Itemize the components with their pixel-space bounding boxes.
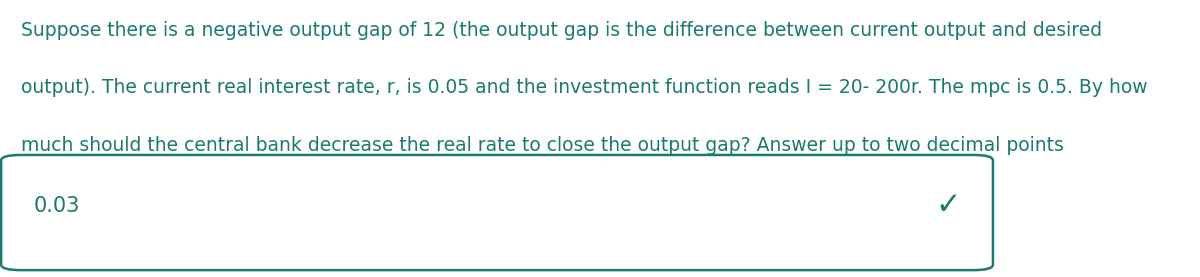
Text: much should the central bank decrease the real rate to close the output gap? Ans: much should the central bank decrease th…	[20, 136, 1063, 155]
Text: Suppose there is a negative output gap of 12 (the output gap is the difference b: Suppose there is a negative output gap o…	[20, 20, 1102, 40]
Text: 0.03: 0.03	[34, 196, 80, 216]
Text: ✓: ✓	[935, 191, 960, 220]
Text: output). The current real interest rate, r, is 0.05 and the investment function : output). The current real interest rate,…	[20, 78, 1147, 97]
FancyBboxPatch shape	[1, 155, 992, 270]
